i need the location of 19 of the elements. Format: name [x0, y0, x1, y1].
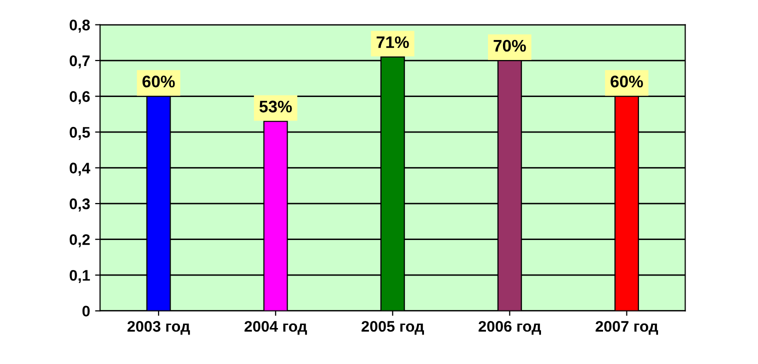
data-label: 71% — [376, 36, 409, 48]
y-tick-label: 0,7 — [70, 55, 90, 68]
x-tick-label: 2007 год — [596, 320, 658, 335]
x-tick-label: 2005 год — [362, 320, 424, 335]
x-tick-label: 2003 год — [128, 320, 190, 335]
y-tick-label: 0,6 — [70, 91, 90, 104]
x-tick-label: 2006 год — [478, 320, 541, 335]
y-tick-label: 0,8 — [70, 20, 90, 33]
y-tick-label: 0,2 — [70, 234, 90, 248]
x-tick-label: 2004 год — [244, 320, 307, 335]
data-label: 60% — [142, 76, 175, 88]
data-label: 70% — [494, 40, 526, 52]
y-tick-label: 0 — [82, 306, 90, 317]
data-label: 53% — [259, 100, 292, 112]
data-label: 60% — [610, 76, 643, 88]
y-tick-label: 0,1 — [70, 270, 90, 283]
y-tick-label: 0,5 — [70, 126, 90, 140]
y-tick-label: 0,3 — [70, 198, 90, 212]
y-tick-label: 0,4 — [70, 162, 90, 176]
